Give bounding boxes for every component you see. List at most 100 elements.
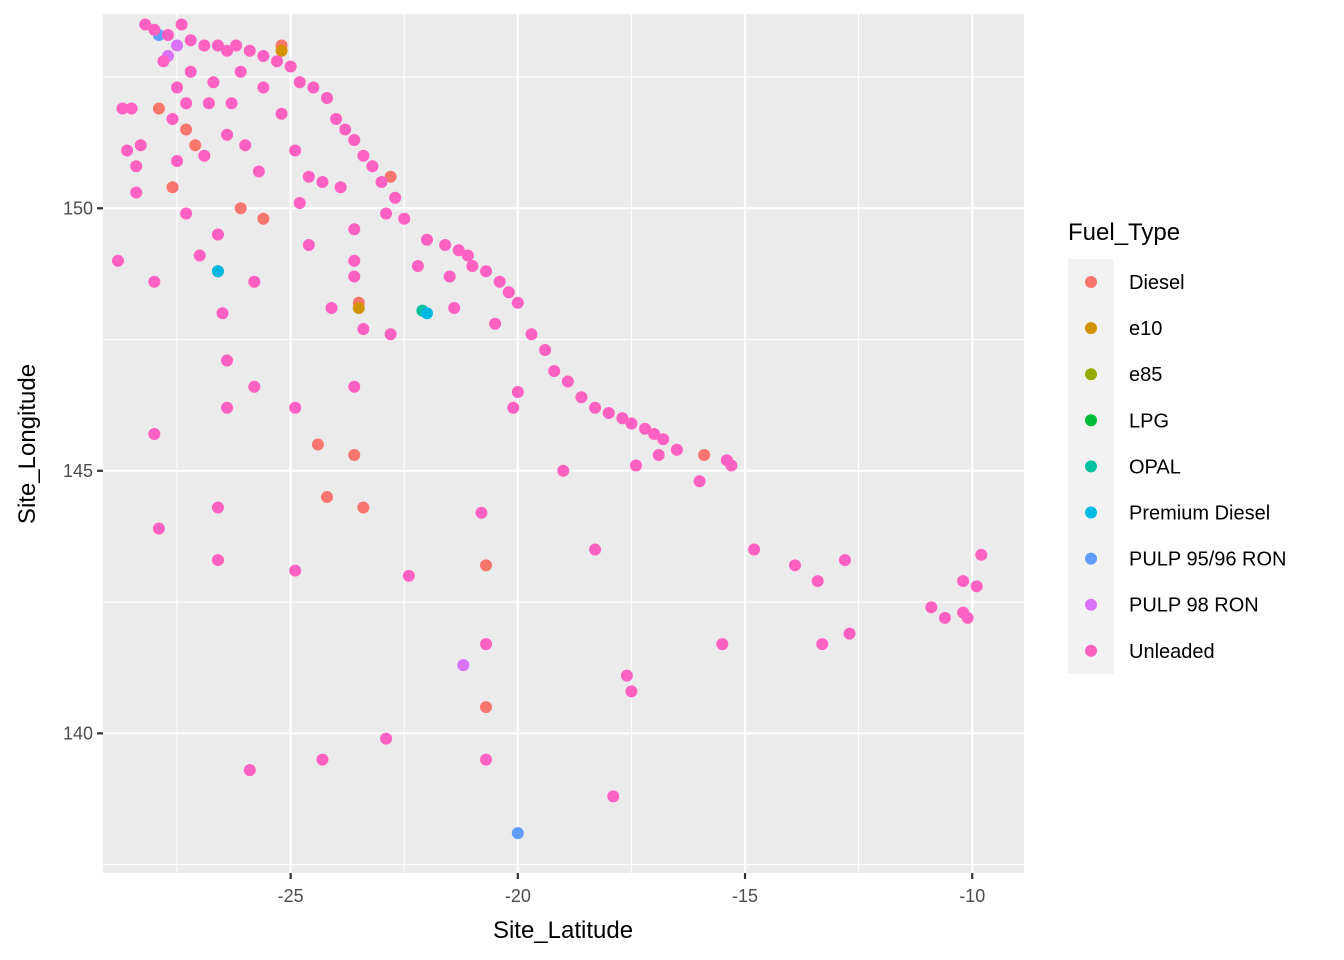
legend-key-swatch <box>1085 276 1097 288</box>
point-unleaded <box>670 443 683 456</box>
point-unleaded <box>548 365 561 378</box>
point-unleaded <box>838 554 851 567</box>
x-tick-label: -25 <box>278 886 304 906</box>
point-diesel <box>180 123 193 136</box>
point-unleaded <box>239 139 252 152</box>
point-unleaded <box>234 65 247 78</box>
point-unleaded <box>788 559 801 572</box>
point-unleaded <box>475 506 488 519</box>
point-unleaded <box>243 44 256 57</box>
point-unleaded <box>198 39 211 52</box>
point-unleaded <box>184 34 197 47</box>
point-unleaded <box>589 401 602 414</box>
point-pulp-95-96-ron <box>511 827 524 840</box>
point-unleaded <box>152 522 165 535</box>
x-tick-label: -20 <box>505 886 531 906</box>
point-unleaded <box>716 638 729 651</box>
point-unleaded <box>125 102 138 115</box>
legend-key-swatch <box>1085 460 1097 473</box>
point-unleaded <box>221 44 234 57</box>
point-unleaded <box>284 60 297 73</box>
x-tick-label: -15 <box>732 886 758 906</box>
point-unleaded <box>157 55 170 68</box>
point-unleaded <box>480 753 493 766</box>
point-pulp-98-ron <box>457 659 470 672</box>
point-unleaded <box>252 165 265 178</box>
point-unleaded <box>302 170 315 183</box>
point-unleaded <box>816 638 829 651</box>
point-unleaded <box>629 459 642 472</box>
point-unleaded <box>275 107 288 120</box>
point-unleaded <box>693 475 706 488</box>
data-points <box>111 18 988 840</box>
point-unleaded <box>970 580 983 593</box>
x-tick-label: -10 <box>959 886 985 906</box>
point-premium-diesel <box>420 307 433 320</box>
plot-panel <box>103 14 1024 873</box>
point-unleaded <box>411 260 424 273</box>
point-unleaded <box>402 569 415 582</box>
point-unleaded <box>111 254 124 267</box>
point-unleaded <box>380 732 393 745</box>
point-unleaded <box>293 76 306 89</box>
x-axis-title: Site_Latitude <box>493 917 633 944</box>
point-unleaded <box>466 260 479 273</box>
point-unleaded <box>348 134 361 147</box>
legend-label: e10 <box>1129 318 1162 340</box>
point-unleaded <box>507 401 520 414</box>
point-unleaded <box>557 464 570 477</box>
point-unleaded <box>511 386 524 399</box>
legend-label: e85 <box>1129 364 1162 386</box>
point-unleaded <box>539 344 552 357</box>
point-unleaded <box>625 685 638 698</box>
point-unleaded <box>207 76 220 89</box>
point-unleaded <box>938 611 951 624</box>
point-unleaded <box>257 50 270 63</box>
point-unleaded <box>348 380 361 393</box>
legend-label: OPAL <box>1129 456 1181 478</box>
point-unleaded <box>334 181 347 194</box>
point-unleaded <box>293 197 306 210</box>
point-unleaded <box>121 144 134 157</box>
point-unleaded <box>443 270 456 283</box>
point-unleaded <box>561 375 574 388</box>
point-unleaded <box>307 81 320 94</box>
point-unleaded <box>725 459 738 472</box>
legend-title: Fuel_Type <box>1068 219 1180 246</box>
point-unleaded <box>148 275 161 288</box>
point-unleaded <box>843 627 856 640</box>
point-unleaded <box>161 29 174 42</box>
legend: Fuel_Type Diesel e10 e85 LPG OPAL Premium Die… <box>1068 219 1287 674</box>
point-e10 <box>352 302 365 315</box>
point-unleaded <box>461 249 474 262</box>
point-unleaded <box>325 302 338 315</box>
point-unleaded <box>625 417 638 430</box>
point-diesel <box>311 438 324 451</box>
y-tick-label: 150 <box>63 198 93 218</box>
point-unleaded <box>366 160 379 173</box>
point-unleaded <box>289 144 302 157</box>
legend-key-swatch <box>1085 644 1097 657</box>
point-diesel <box>480 701 493 714</box>
point-unleaded <box>375 176 388 189</box>
legend-key-swatch <box>1085 368 1097 381</box>
point-unleaded <box>489 317 502 330</box>
point-unleaded <box>652 449 665 462</box>
point-unleaded <box>639 422 652 435</box>
point-unleaded <box>148 428 161 441</box>
point-unleaded <box>180 207 193 220</box>
point-unleaded <box>525 328 538 341</box>
point-unleaded <box>575 391 588 404</box>
point-unleaded <box>452 244 465 257</box>
point-unleaded <box>175 18 188 31</box>
point-unleaded <box>171 155 184 168</box>
point-unleaded <box>184 65 197 78</box>
point-unleaded <box>316 176 329 189</box>
point-unleaded <box>961 611 974 624</box>
point-diesel <box>480 559 493 572</box>
point-unleaded <box>648 428 661 441</box>
legend-key-swatch <box>1085 506 1097 519</box>
point-unleaded <box>198 149 211 162</box>
point-unleaded <box>811 575 824 588</box>
